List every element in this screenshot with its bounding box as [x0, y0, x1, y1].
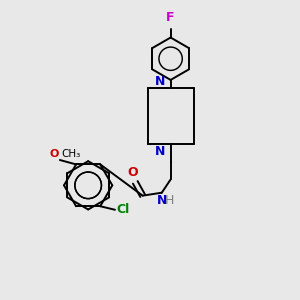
Text: Cl: Cl	[116, 203, 130, 216]
Text: H: H	[165, 194, 174, 207]
Text: F: F	[167, 11, 175, 24]
Text: N: N	[157, 194, 167, 207]
Text: N: N	[155, 145, 165, 158]
Text: O: O	[49, 148, 58, 158]
Text: O: O	[128, 167, 138, 179]
Text: CH₃: CH₃	[61, 149, 81, 159]
Text: N: N	[155, 75, 165, 88]
